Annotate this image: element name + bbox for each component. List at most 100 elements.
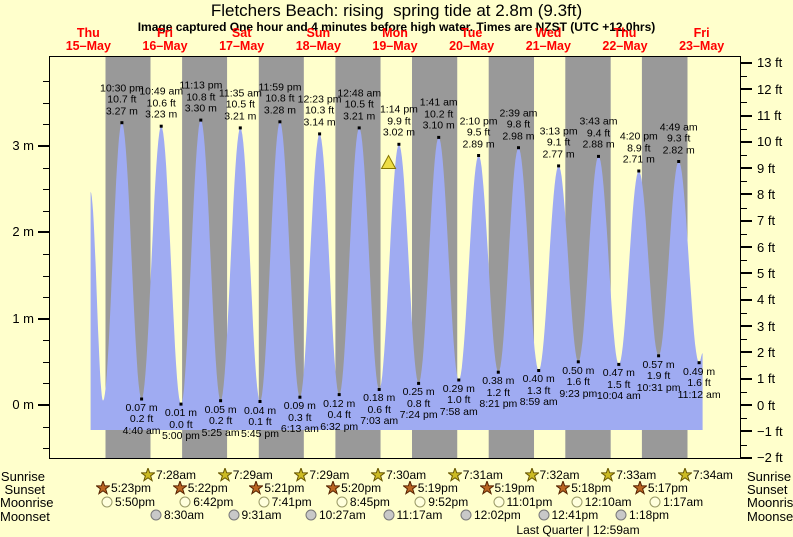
day-date-label: 16–May xyxy=(142,39,188,53)
y-axis-left-minor-tick xyxy=(43,361,49,363)
tide-extreme-dot xyxy=(258,400,262,403)
sunset-entry: 5:17pm xyxy=(632,481,688,495)
tide-extreme-dot xyxy=(677,160,681,163)
y-axis-right-minor-tick xyxy=(741,260,747,262)
sunrise-icon xyxy=(141,468,155,482)
moonset-icon xyxy=(150,509,162,521)
y-axis-right-minor-tick xyxy=(741,102,747,104)
tide-extreme-dot xyxy=(477,154,481,157)
sunrise-entry: 7:34am xyxy=(677,468,733,482)
current-tide-marker-icon xyxy=(380,154,397,170)
astro-time-label: 8:45pm xyxy=(349,495,390,509)
astro-time-label: 7:33am xyxy=(616,468,657,482)
moonset-entry: 1:18pm xyxy=(614,508,669,522)
y-axis-left-tick-label: 2 m xyxy=(12,224,34,240)
y-axis-right-minor-tick xyxy=(741,391,747,393)
moonset-entry: 10:27am xyxy=(304,508,366,522)
tide-extreme-dot xyxy=(697,361,701,365)
astro-time-label: 7:29am xyxy=(309,468,350,482)
sunrise-icon xyxy=(601,468,616,482)
y-axis-right-tick-label: 3 ft xyxy=(757,318,776,334)
tide-extreme-dot xyxy=(557,164,561,168)
astro-time-label: 5:18pm xyxy=(571,481,612,495)
y-axis-left-minor-tick xyxy=(43,189,49,191)
y-axis-right-tick-label: 6 ft xyxy=(757,239,776,255)
moonset-icon xyxy=(615,509,627,521)
y-axis-left-minor-tick xyxy=(43,297,49,299)
y-axis-right-major-tick xyxy=(741,219,752,222)
moonrise-icon xyxy=(336,496,348,508)
astro-time-label: 7:31am xyxy=(462,468,503,482)
moonset-entry: 11:17am xyxy=(382,508,442,522)
sunset-entry: 5:19pm xyxy=(402,481,458,495)
y-axis-left-minor-tick xyxy=(43,275,49,277)
y-axis-right-major-tick xyxy=(741,193,752,196)
astro-time-label: 1:18pm xyxy=(629,508,670,522)
tide-extreme-dot xyxy=(140,397,144,401)
y-axis-right-tick-label: 9 ft xyxy=(757,160,776,176)
chart-subtitle: Image captured One hour and 4 minutes be… xyxy=(137,20,656,34)
sunset-icon xyxy=(402,481,417,495)
y-axis-right-minor-tick xyxy=(741,339,747,341)
y-axis-right-tick-label: 5 ft xyxy=(757,265,776,281)
sunset-icon xyxy=(249,481,264,495)
astro-time-label: 5:21pm xyxy=(264,481,305,495)
moonset-entry: 12:41pm xyxy=(537,508,599,522)
y-axis-right-tick-label: 11 ft xyxy=(757,108,782,124)
moonset-icon xyxy=(305,509,317,521)
moonset-entry: 8:30am xyxy=(149,508,204,522)
y-axis-left-minor-tick xyxy=(43,102,49,104)
astro-time-label: 12:10am xyxy=(584,495,632,509)
day-date-label: 17–May xyxy=(219,39,265,53)
y-axis-right-minor-tick xyxy=(741,181,747,183)
y-axis-right-tick-label: 8 ft xyxy=(757,186,776,202)
sunrise-icon xyxy=(677,468,692,482)
moonset-entry: 9:31am xyxy=(227,508,282,522)
day-name-label: Wed xyxy=(535,26,562,40)
day-name-label: Fri xyxy=(157,26,173,40)
tide-extreme-dot xyxy=(657,354,661,358)
moonset-icon xyxy=(383,509,394,521)
y-axis-left-major-tick xyxy=(38,404,49,406)
y-axis-right-major-tick xyxy=(741,430,752,433)
sunset-icon xyxy=(632,481,647,495)
moonrise-icon xyxy=(571,496,583,508)
day-name-label: Sat xyxy=(231,26,252,40)
day-date-label: 22–May xyxy=(602,39,648,53)
sunset-entry: 5:23pm xyxy=(96,481,151,495)
sunrise-entry: 7:30am xyxy=(371,468,426,482)
tide-extreme-dot xyxy=(278,120,282,124)
y-axis-right-tick-label: 7 ft xyxy=(757,213,776,229)
astro-time-label: 7:34am xyxy=(692,468,733,482)
sunrise-icon xyxy=(217,468,232,482)
day-date-label: 15–May xyxy=(65,39,111,53)
astro-time-label: 9:31am xyxy=(241,508,282,522)
moonset-entry: 12:02pm xyxy=(459,508,521,522)
y-axis-right-minor-tick xyxy=(741,128,747,130)
moonset-row-label-right: Moonset xyxy=(747,509,793,524)
sunrise-entry: 7:33am xyxy=(601,468,656,482)
moonrise-entry: 1:17am xyxy=(648,495,703,509)
astro-time-label: 12:41pm xyxy=(551,508,599,522)
moonset-icon xyxy=(538,509,549,521)
y-axis-left-minor-tick xyxy=(43,253,49,255)
sunrise-entry: 7:31am xyxy=(447,468,503,482)
y-axis-left-minor-tick xyxy=(43,340,49,342)
astro-time-label: 7:32am xyxy=(539,468,580,482)
sunrise-icon xyxy=(447,468,462,482)
tide-area xyxy=(90,120,703,430)
tide-extreme-dot xyxy=(238,126,242,130)
tide-extreme-dot xyxy=(357,126,361,130)
sunset-row-label-left: Sunset xyxy=(4,482,45,497)
moonrise-entry: 11:01pm xyxy=(492,495,552,509)
y-axis-right-major-tick xyxy=(741,272,752,275)
y-axis-right-major-tick xyxy=(741,298,752,301)
moonrise-entry: 5:50pm xyxy=(100,495,155,509)
moonrise-entry: 6:42pm xyxy=(178,495,233,509)
astro-time-label: 7:30am xyxy=(386,468,427,482)
tide-extreme-dot xyxy=(179,402,183,406)
sunrise-entry: 7:29am xyxy=(217,468,273,482)
tide-extreme-dot xyxy=(417,381,421,385)
moonrise-entry: 7:41pm xyxy=(257,495,312,509)
